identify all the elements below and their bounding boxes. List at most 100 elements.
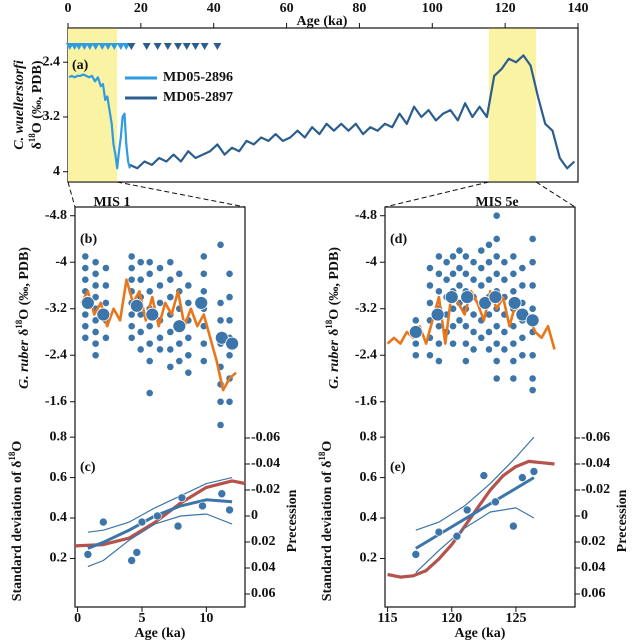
sample-point: [455, 246, 464, 255]
sample-point: [145, 322, 154, 331]
sample-point: [469, 258, 478, 267]
sample-point: [461, 269, 470, 278]
sample-point: [528, 281, 537, 290]
sample-point: [199, 357, 208, 365]
sample-point: [492, 211, 501, 220]
sample-point: [156, 299, 164, 307]
x-tick-label: 0: [74, 611, 81, 626]
sample-point: [184, 281, 193, 290]
age-control: [104, 43, 113, 50]
sample-point: [528, 374, 537, 383]
series-line: [129, 54, 576, 170]
sample-point: [469, 328, 478, 336]
sample-point: [175, 357, 184, 365]
sample-point: [81, 275, 90, 284]
sample-point: [102, 299, 110, 307]
y-tick-label: 3.2: [43, 109, 61, 124]
std-point: [173, 521, 183, 531]
std-point: [462, 505, 472, 515]
y-axis-title-part: 18: [317, 451, 327, 461]
y-tick-label: 2.4: [43, 54, 61, 69]
y-tick-label: -4: [55, 254, 67, 269]
sample-point: [449, 269, 457, 278]
sample-point: [127, 322, 136, 331]
mean-point: [478, 296, 493, 310]
age-control: [74, 43, 83, 50]
mean-point: [96, 307, 111, 322]
mean-point: [515, 307, 530, 322]
y-axis-title-part: 18: [27, 133, 37, 143]
y2-tick-label: 0.02: [251, 534, 276, 549]
sample-point: [127, 264, 136, 272]
sample-point: [81, 310, 90, 319]
frame: [74, 206, 246, 608]
x-tick-label: 80: [352, 1, 366, 16]
sample-point: [199, 269, 208, 278]
sample-point: [477, 333, 486, 342]
panel-label: (d): [390, 232, 407, 247]
sample-point: [145, 269, 154, 278]
sample-point: [485, 258, 493, 267]
x-tick-label: 125: [505, 611, 526, 626]
std-point: [153, 511, 162, 521]
sample-point: [127, 333, 136, 342]
sample-point: [216, 397, 225, 406]
sample-point: [477, 281, 486, 290]
sample-point: [136, 275, 145, 284]
sample-point: [91, 328, 100, 336]
sample-point: [492, 357, 501, 365]
y2-axis-title: Precession: [285, 489, 300, 552]
mean-point: [145, 307, 160, 322]
sample-point: [461, 339, 470, 348]
sample-point: [518, 351, 527, 360]
sample-point: [500, 258, 509, 267]
y2-tick-label: 0.06: [251, 586, 276, 601]
std-point: [434, 527, 444, 537]
sample-point: [127, 310, 136, 319]
y-tick-label: -3.2: [355, 301, 377, 316]
panel-label: (b): [80, 232, 97, 247]
y2-tick-label: 0.06: [581, 586, 606, 601]
x-tick-label: 40: [207, 1, 221, 16]
confidence-upper: [87, 477, 233, 533]
confidence-upper: [415, 436, 535, 531]
sample-point: [461, 252, 470, 261]
sample-point: [426, 299, 434, 307]
sample-point: [91, 339, 100, 348]
y-tick-label: 0.2: [50, 551, 68, 566]
y-tick-label: -2.4: [45, 347, 67, 362]
sample-point: [225, 316, 234, 325]
sample-point: [492, 339, 501, 348]
sample-point: [199, 252, 208, 261]
age-control: [153, 43, 162, 50]
x-tick-label: 5: [138, 611, 145, 626]
sample-point: [156, 345, 164, 354]
std-point: [529, 467, 539, 476]
y2-tick-label: 0.04: [251, 560, 276, 575]
sample-point: [411, 316, 420, 325]
y-axis-title-part: Standard deviation of δ: [320, 461, 335, 602]
sample-point: [492, 252, 501, 261]
y-tick-label: 0.6: [50, 470, 68, 485]
y-tick-label: -4: [365, 254, 377, 269]
sample-point: [145, 389, 154, 397]
y-axis-title-part: Standard deviation of δ: [10, 461, 25, 602]
x-axis-title: Age (ka): [455, 626, 506, 641]
sample-point: [426, 281, 434, 290]
age-control: [142, 43, 151, 50]
sample-point: [509, 357, 518, 365]
sample-point: [166, 293, 175, 302]
connector: [117, 181, 246, 208]
sample-point: [91, 281, 100, 290]
sample-point: [145, 357, 154, 365]
y-axis-title-part: O: [320, 441, 335, 452]
sample-point: [225, 293, 234, 302]
sample-point: [528, 386, 537, 395]
sample-point: [225, 351, 234, 360]
sample-point: [199, 339, 208, 348]
sample-point: [500, 275, 509, 284]
sample-point: [485, 240, 493, 249]
sample-point: [127, 252, 136, 261]
x-axis-title: Age (ka): [297, 14, 348, 29]
std-point: [479, 471, 489, 480]
